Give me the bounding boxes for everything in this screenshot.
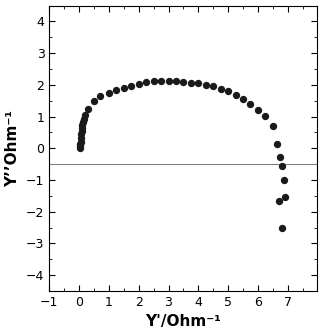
Point: [279, 225, 284, 230]
Point: [151, 78, 156, 83]
Point: [136, 81, 141, 87]
Point: [78, 142, 83, 147]
Point: [77, 145, 82, 150]
Point: [78, 135, 84, 141]
Point: [106, 90, 111, 95]
Point: [196, 81, 201, 86]
X-axis label: Y'/Ohm⁻¹: Y'/Ohm⁻¹: [145, 315, 221, 329]
Point: [225, 88, 231, 94]
Point: [278, 154, 283, 160]
Point: [79, 125, 84, 130]
Point: [276, 198, 281, 203]
Point: [255, 108, 260, 113]
Point: [275, 142, 280, 147]
Point: [181, 79, 186, 84]
Point: [129, 84, 134, 89]
Point: [280, 163, 285, 169]
Point: [144, 79, 149, 84]
Point: [211, 84, 216, 89]
Point: [233, 92, 238, 98]
Point: [248, 101, 253, 107]
Point: [82, 112, 88, 118]
Point: [240, 96, 245, 102]
Point: [79, 123, 85, 128]
Point: [78, 144, 83, 149]
Point: [91, 98, 97, 104]
Point: [78, 139, 83, 145]
Point: [86, 106, 91, 111]
Point: [114, 87, 119, 92]
Point: [121, 85, 126, 91]
Point: [81, 117, 86, 122]
Point: [98, 93, 103, 98]
Point: [218, 86, 223, 91]
Point: [159, 78, 164, 83]
Point: [270, 123, 275, 129]
Point: [188, 80, 193, 85]
Point: [78, 131, 84, 137]
Point: [79, 128, 84, 134]
Point: [166, 78, 171, 84]
Y-axis label: Y’’Ohm⁻¹: Y’’Ohm⁻¹: [5, 110, 21, 187]
Point: [173, 79, 179, 84]
Point: [263, 113, 268, 119]
Point: [282, 177, 287, 183]
Point: [283, 195, 288, 200]
Point: [80, 120, 85, 125]
Point: [203, 82, 208, 87]
